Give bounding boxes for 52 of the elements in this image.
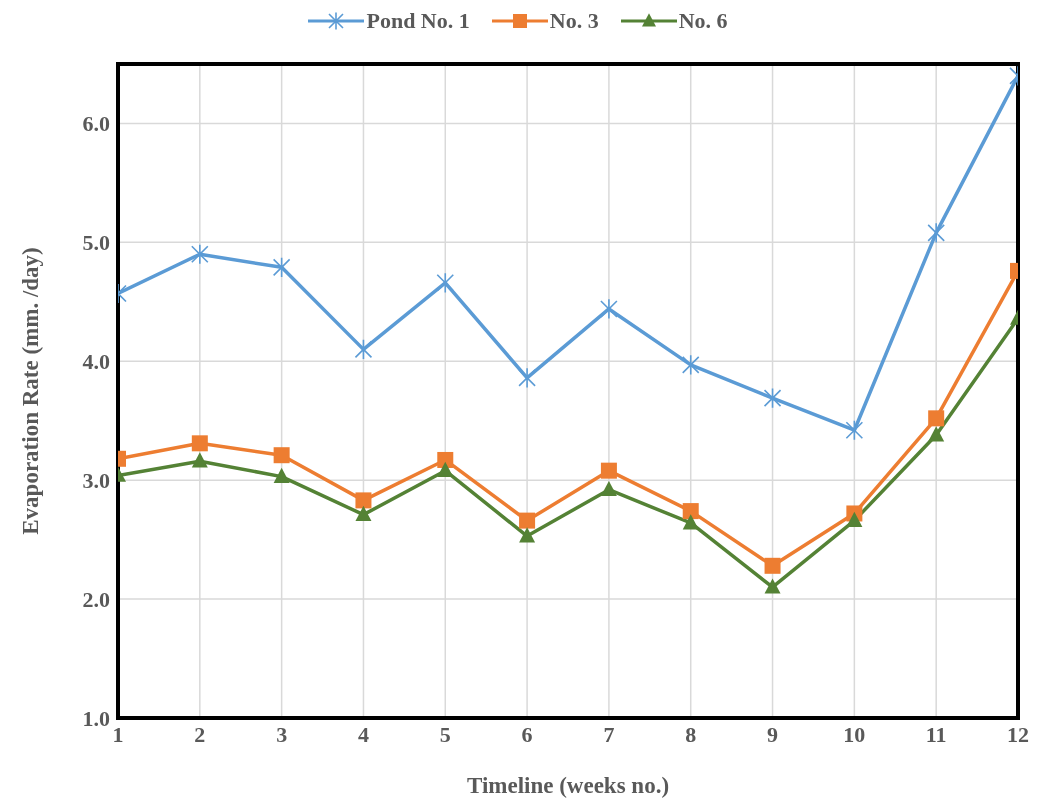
y-tick-label: 5.0	[82, 230, 110, 256]
x-tick-label: 9	[767, 721, 779, 747]
x-tick-label: 1	[112, 721, 124, 747]
y-axis-title: Evaporation Rate (mm. /day)	[18, 247, 44, 535]
x-tick-label: 7	[603, 721, 615, 747]
point	[355, 492, 372, 509]
point	[355, 505, 372, 522]
y-tick-label: 4.0	[82, 349, 110, 375]
point	[764, 557, 781, 574]
point	[519, 512, 536, 529]
point	[273, 467, 290, 484]
y-tick-label: 1.0	[82, 705, 110, 731]
y-tick-label: 2.0	[82, 586, 110, 612]
point	[519, 527, 536, 543]
x-tick-label: 10	[843, 721, 866, 747]
point	[681, 354, 700, 376]
y-tick-label: 6.0	[82, 111, 110, 137]
point	[845, 419, 864, 441]
point	[437, 451, 454, 468]
point	[928, 410, 945, 427]
point	[600, 298, 618, 320]
x-tick-label: 8	[685, 721, 697, 747]
point	[682, 503, 699, 520]
x-tick-label: 12	[1007, 721, 1029, 747]
point	[191, 452, 208, 468]
point	[273, 447, 290, 464]
point	[191, 435, 208, 452]
point	[191, 243, 209, 265]
point	[927, 222, 945, 244]
x-tick-label: 3	[276, 721, 288, 747]
point	[928, 426, 945, 442]
point	[682, 514, 699, 530]
x-tick-label: 11	[925, 721, 947, 747]
x-tick-label: 2	[194, 721, 206, 747]
point	[518, 367, 536, 389]
point	[272, 256, 291, 278]
point	[846, 511, 863, 528]
point	[763, 387, 782, 409]
x-tick-label: 4	[357, 721, 369, 747]
point	[436, 272, 455, 294]
legend-label: Pond No. 1	[366, 8, 470, 34]
legend-label: No. 6	[678, 8, 728, 34]
y-tick-label: 3.0	[82, 467, 110, 493]
point	[764, 578, 781, 594]
x-axis-title: Timeline (weeks no.)	[466, 773, 670, 798]
point	[600, 462, 617, 479]
point	[354, 338, 373, 360]
point	[600, 480, 617, 497]
x-tick-label: 5	[439, 721, 451, 747]
legend-label: No. 3	[549, 8, 599, 34]
x-tick-label: 6	[521, 721, 533, 747]
point	[437, 461, 454, 478]
